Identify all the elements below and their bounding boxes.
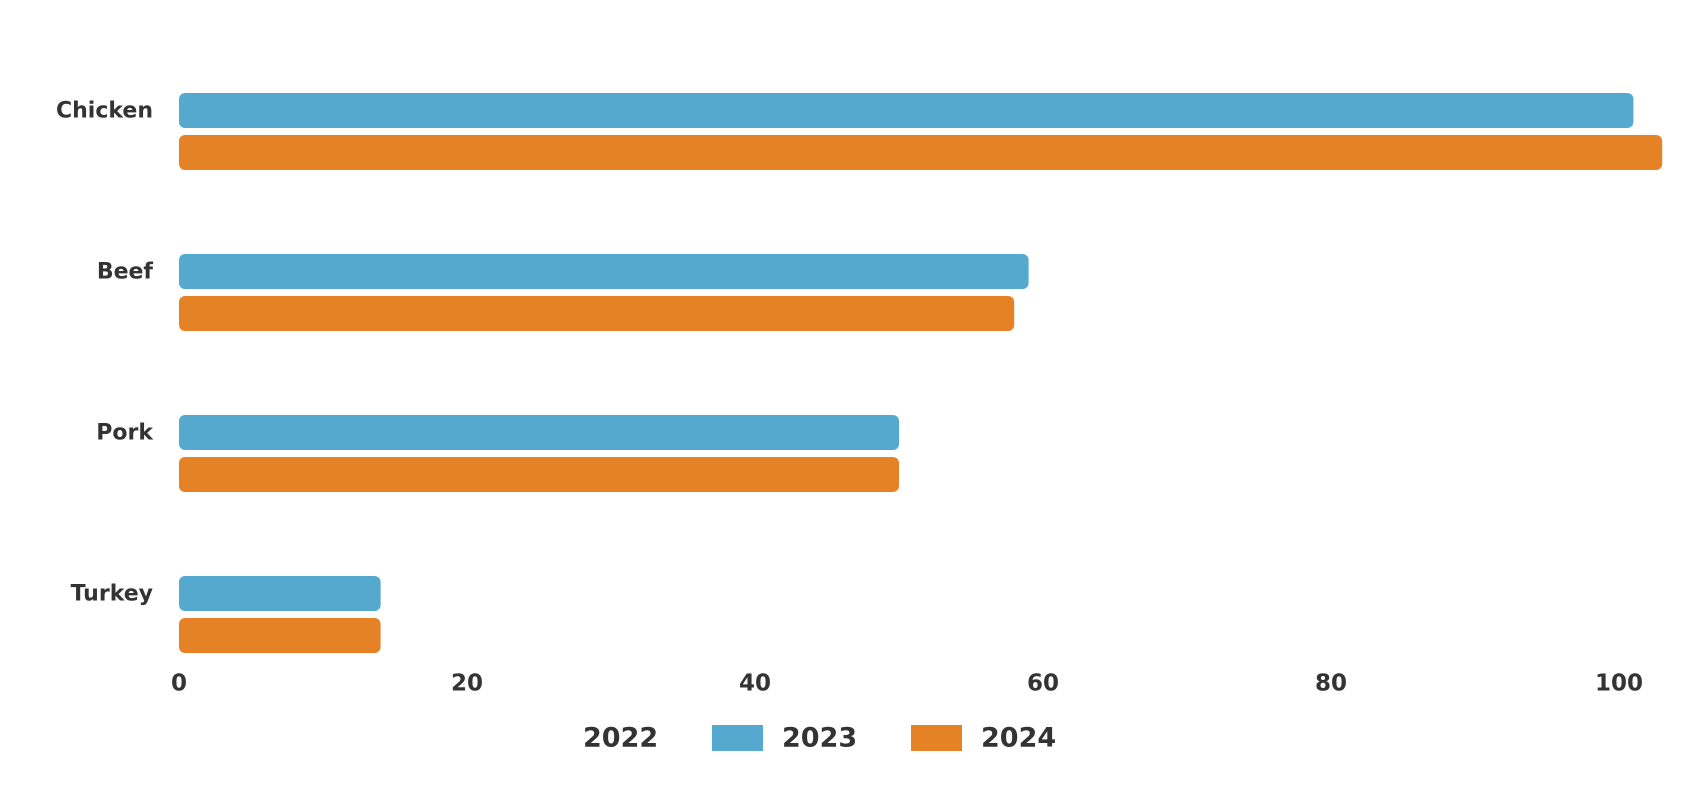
bar-chicken-2024 <box>179 135 1663 170</box>
x-tick-label-0: 0 <box>171 671 187 697</box>
bar-pork-2023 <box>179 415 899 450</box>
bar-turkey-2023 <box>179 576 381 611</box>
x-tick-label-20: 20 <box>451 671 483 697</box>
legend: 2022 2023 2024 <box>583 723 1056 754</box>
x-tick-label-100: 100 <box>1595 671 1643 697</box>
legend-label-2024: 2024 <box>981 723 1056 754</box>
x-tick-label-40: 40 <box>739 671 771 697</box>
category-labels: Chicken Beef Pork Turkey <box>56 99 154 607</box>
legend-label-2022: 2022 <box>583 723 658 754</box>
bar-beef-2023 <box>179 254 1029 289</box>
bar-chicken-2023 <box>179 93 1634 128</box>
legend-swatch-2024 <box>911 725 962 751</box>
category-label-pork: Pork <box>96 421 154 446</box>
bars-group <box>179 93 1663 653</box>
legend-label-2023: 2023 <box>782 723 857 754</box>
category-label-chicken: Chicken <box>56 99 153 124</box>
bar-turkey-2024 <box>179 618 381 653</box>
legend-swatch-2023 <box>712 725 763 751</box>
x-axis-tick-labels: 0 20 40 60 80 100 <box>171 671 1643 697</box>
bar-beef-2024 <box>179 296 1015 331</box>
category-label-turkey: Turkey <box>71 582 153 607</box>
x-tick-label-80: 80 <box>1315 671 1347 697</box>
bar-pork-2024 <box>179 457 899 492</box>
category-label-beef: Beef <box>97 260 154 285</box>
x-tick-label-60: 60 <box>1027 671 1059 697</box>
